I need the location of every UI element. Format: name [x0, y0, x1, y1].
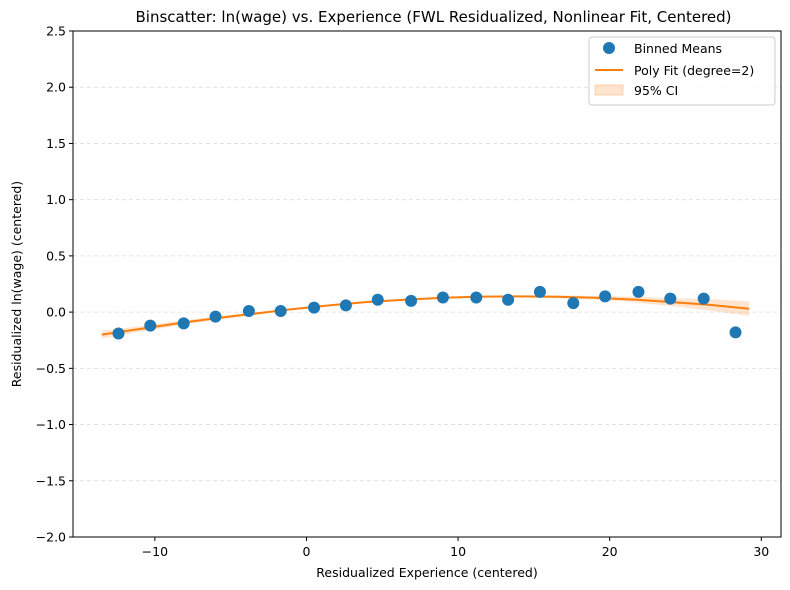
poly-fit-line — [101, 295, 750, 336]
y-tick-label: 0.0 — [46, 305, 66, 320]
binned-mean-point — [632, 285, 645, 298]
y-tick-label: −1.0 — [36, 417, 66, 432]
binned-mean-point — [664, 292, 677, 305]
legend-marker-binned-means — [603, 42, 615, 54]
binned-mean-point — [144, 319, 157, 332]
y-tick-label: −2.0 — [36, 530, 66, 545]
binned-mean-point — [177, 317, 190, 330]
y-tick-label: 2.0 — [46, 80, 66, 95]
y-tick-label: −1.5 — [36, 473, 66, 488]
x-axis-label: Residualized Experience (centered) — [316, 565, 537, 580]
x-tick-label: 0 — [302, 544, 310, 559]
legend-box — [588, 36, 776, 106]
binned-mean-point — [308, 301, 321, 314]
binned-mean-point — [436, 291, 449, 304]
legend: Binned Means Poly Fit (degree=2) 95% CI — [588, 36, 776, 106]
chart-title: Binscatter: ln(wage) vs. Experience (FWL… — [135, 8, 731, 26]
binned-points-layer — [112, 285, 742, 340]
binned-mean-point — [567, 297, 580, 310]
ci-band-layer — [101, 295, 750, 339]
x-tick-label: 20 — [602, 544, 618, 559]
x-axis-ticks: −10 0 10 20 30 — [142, 537, 769, 559]
binned-mean-point — [533, 285, 546, 298]
y-axis-ticks: −2.0 −1.5 −1.0 −0.5 0.0 0.5 1.0 1.5 2.0 2.5 — [36, 24, 73, 545]
binned-mean-point — [209, 310, 222, 323]
binned-mean-point — [112, 327, 125, 340]
x-tick-label: 30 — [753, 544, 769, 559]
binned-mean-point — [599, 290, 612, 303]
ci-band — [101, 295, 750, 339]
y-tick-label: 2.5 — [46, 24, 66, 39]
binned-mean-point — [274, 304, 287, 317]
legend-label-poly-fit: Poly Fit (degree=2) — [634, 63, 754, 78]
grid-layer — [73, 30, 781, 538]
binned-mean-point — [339, 299, 352, 312]
legend-label-ci: 95% CI — [634, 83, 678, 98]
binned-mean-point — [371, 293, 384, 306]
plot-frame — [72, 30, 782, 538]
binned-mean-point — [242, 304, 255, 317]
binned-mean-point — [405, 294, 418, 307]
binned-mean-point — [502, 293, 515, 306]
legend-label-binned-means: Binned Means — [634, 41, 722, 56]
y-tick-label: 0.5 — [46, 248, 66, 263]
y-tick-label: −0.5 — [36, 361, 66, 376]
binned-mean-point — [470, 291, 483, 304]
binned-mean-point — [729, 326, 742, 339]
legend-marker-ci — [594, 84, 624, 96]
y-tick-label: 1.0 — [46, 192, 66, 207]
binned-mean-point — [697, 292, 710, 305]
y-axis-label: Residualized ln(wage) (centered) — [9, 181, 24, 387]
fit-line-layer — [101, 295, 750, 336]
x-tick-label: 10 — [450, 544, 466, 559]
x-tick-label: −10 — [142, 544, 168, 559]
y-tick-label: 1.5 — [46, 136, 66, 151]
